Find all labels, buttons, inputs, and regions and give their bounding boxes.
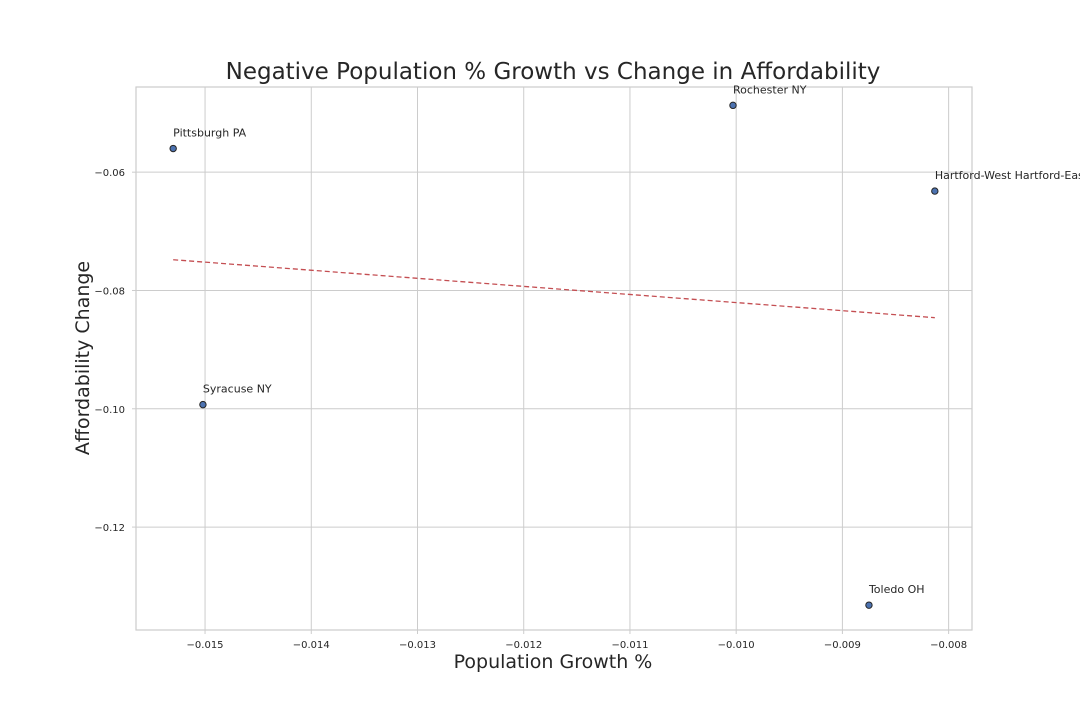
- y-tick-labels: −0.06 −0.08 −0.10 −0.12: [94, 168, 125, 534]
- data-point: [865, 601, 873, 609]
- data-point: [931, 187, 939, 195]
- x-axis-label: Population Growth %: [454, 651, 653, 673]
- data-point: [169, 144, 177, 153]
- data-point-label: Pittsburgh PA: [173, 127, 246, 140]
- x-tick-label: −0.012: [505, 640, 542, 651]
- grid-lines: [132, 87, 972, 634]
- x-tick-labels: −0.015 −0.014 −0.013 −0.012 −0.011 −0.010 −0.0…: [187, 640, 968, 651]
- x-tick-label: −0.009: [824, 640, 861, 651]
- x-tick-label: −0.011: [611, 640, 648, 651]
- trendline-layer: [173, 259, 935, 319]
- data-point-label: Toledo OH: [868, 583, 925, 596]
- y-axis-label: Affordability Change: [72, 261, 94, 455]
- data-point: [729, 101, 737, 110]
- x-tick-label: −0.015: [187, 640, 224, 651]
- data-point: [199, 400, 207, 409]
- x-tick-label: −0.013: [399, 640, 436, 651]
- x-tick-label: −0.010: [718, 640, 755, 651]
- y-tick-label: −0.12: [94, 523, 125, 534]
- data-point-label: Syracuse NY: [203, 383, 272, 396]
- y-tick-label: −0.10: [94, 405, 125, 416]
- trendline: [173, 259, 935, 319]
- chart-title: Negative Population % Growth vs Change i…: [226, 59, 881, 85]
- plot-frame: [135, 86, 973, 631]
- x-tick-label: −0.008: [930, 640, 967, 651]
- y-tick-label: −0.06: [94, 168, 125, 179]
- y-tick-label: −0.08: [94, 286, 125, 297]
- data-point-label: Rochester NY: [733, 83, 807, 96]
- points-layer: Pittsburgh PA Rochester NY Hartford-West H…: [169, 83, 1080, 609]
- data-point-label: Hartford-West Hartford-Eas: [935, 169, 1080, 182]
- x-tick-label: −0.014: [293, 640, 330, 651]
